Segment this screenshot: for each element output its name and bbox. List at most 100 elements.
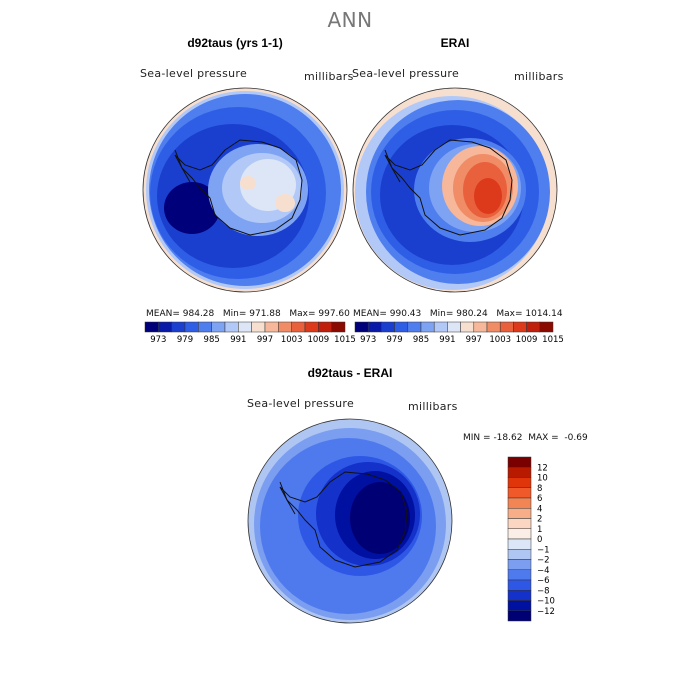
colorbar1-swatch xyxy=(184,321,199,333)
map2-peninsula xyxy=(384,149,401,183)
panel2-title: ERAI xyxy=(440,36,470,50)
colorbar1-tick-label: 991 xyxy=(230,335,246,345)
colorbar2-swatch xyxy=(513,321,527,333)
colorbar3-swatch xyxy=(507,497,532,509)
colorbar2-tick-label: 1003 xyxy=(489,335,511,345)
panel3-max-prefix: MAX = xyxy=(528,433,559,443)
colorbar1-tick-label: 997 xyxy=(257,335,273,345)
colorbar3-tick-label: −2 xyxy=(537,556,550,566)
panel3-min-value: -18.62 xyxy=(493,433,523,443)
colorbar1-tick-label: 979 xyxy=(177,335,193,345)
panel2-units-label: millibars xyxy=(514,70,564,83)
map2-coastline xyxy=(384,139,513,236)
map-panel2 xyxy=(353,88,557,292)
colorbar1-swatch xyxy=(318,321,332,333)
map2-land-peak xyxy=(474,178,502,214)
colorbar1-swatch xyxy=(278,321,292,333)
map1-coastline xyxy=(174,139,303,236)
colorbar2-tick-label: 979 xyxy=(386,335,402,345)
panel1-max-prefix: Max= xyxy=(289,309,316,319)
colorbar2-swatch xyxy=(354,321,369,333)
colorbar2-tick-label: 991 xyxy=(439,335,455,345)
colorbar3-tick-label: 0 xyxy=(537,535,542,545)
colorbar1-tick-label: 1015 xyxy=(334,335,356,345)
colorbar2-swatch xyxy=(433,321,448,333)
map3-peninsula xyxy=(279,481,296,515)
panel2-mean-value: 990.43 xyxy=(389,309,422,319)
colorbar3-swatch xyxy=(507,559,532,570)
colorbar2-swatch xyxy=(539,321,554,333)
colorbar1-swatch xyxy=(211,321,226,333)
panel2-max-prefix: Max= xyxy=(496,309,523,319)
colorbar-panel1: 973 979 985 991 997 1003 1009 1015 xyxy=(144,321,356,345)
panel1-min-value: 971.88 xyxy=(249,309,281,319)
colorbar3-swatch xyxy=(507,590,532,601)
panel1-min-prefix: Min= xyxy=(222,309,247,319)
colorbar2-swatch xyxy=(407,321,422,333)
panel1-mean-value: 984.28 xyxy=(182,309,215,319)
colorbar3-tick-label: 12 xyxy=(537,463,548,473)
colorbar1-swatch xyxy=(171,321,186,333)
panel1-variable-label: Sea-level pressure xyxy=(140,67,248,80)
map1-land-peak2 xyxy=(275,194,295,212)
panel1-max-value: 997.60 xyxy=(318,309,350,319)
colorbar3-swatch xyxy=(507,569,532,581)
colorbar1-tick-label: 1003 xyxy=(281,335,303,345)
colorbar3-swatch xyxy=(507,538,532,550)
colorbar2-swatch xyxy=(486,321,501,333)
colorbar-panel2: 973 979 985 991 997 1003 1009 1015 xyxy=(354,321,564,345)
colorbar2-swatch xyxy=(526,321,541,333)
colorbar2-tick-label: 973 xyxy=(360,335,376,345)
colorbar1-swatch xyxy=(224,321,239,333)
colorbar2-swatch xyxy=(499,321,514,333)
panel3-variable-label: Sea-level pressure xyxy=(247,397,355,410)
colorbar3-swatch xyxy=(507,528,532,540)
map-panel1 xyxy=(143,88,347,292)
colorbar1-swatch xyxy=(144,321,159,333)
map3-min-center xyxy=(350,482,410,554)
map3-border xyxy=(247,418,453,624)
panel1-stats: MEAN= 984.28 Min= 971.88 Max= 997.60 xyxy=(146,309,350,319)
colorbar3-tick-label: −8 xyxy=(537,586,550,596)
colorbar2-tick-label: 997 xyxy=(466,335,482,345)
colorbar2-swatch xyxy=(367,321,382,333)
colorbar3-swatch xyxy=(507,456,532,468)
panel2-stats: MEAN= 990.43 Min= 980.24 Max= 1014.14 xyxy=(353,309,563,319)
colorbar3-tick-label: 6 xyxy=(537,494,542,504)
colorbar1-swatch xyxy=(304,321,319,333)
colorbar3-tick-label: 2 xyxy=(537,515,542,525)
colorbar2-tick-label: 1009 xyxy=(516,335,538,345)
colorbar1-tick-label: 973 xyxy=(150,335,166,345)
panel3-stats: MIN = -18.62 MAX = -0.69 xyxy=(463,433,588,443)
colorbar2-swatch xyxy=(420,321,435,333)
panel2-variable-label: Sea-level pressure xyxy=(352,67,460,80)
colorbar1-swatch xyxy=(198,321,212,333)
colorbar3-tick-label: 4 xyxy=(537,504,542,514)
figure-title: ANN xyxy=(327,8,373,32)
colorbar2-swatch xyxy=(447,321,461,333)
colorbar1-tick-label: 985 xyxy=(204,335,220,345)
colorbar2-swatch xyxy=(381,321,395,333)
colorbar3-tick-label: 8 xyxy=(537,484,542,494)
panel1-mean-prefix: MEAN= xyxy=(146,309,180,319)
map2-border xyxy=(352,87,558,293)
panel2-min-value: 980.24 xyxy=(456,309,488,319)
colorbar3-tick-label: −1 xyxy=(537,545,550,555)
map1-border xyxy=(142,87,348,293)
colorbar2-tick-label: 985 xyxy=(413,335,429,345)
map1-low-center xyxy=(164,182,220,234)
colorbar3-tick-label: 10 xyxy=(537,474,548,484)
panel3-units-label: millibars xyxy=(408,400,458,413)
colorbar3-swatch xyxy=(507,610,532,622)
colorbar3-tick-label: −6 xyxy=(537,576,550,586)
colorbar1-swatch xyxy=(291,321,306,333)
colorbar2-swatch xyxy=(473,321,488,333)
panel2-mean-prefix: MEAN= xyxy=(353,309,387,319)
colorbar3-swatch xyxy=(507,508,532,519)
panel2-max-value: 1014.14 xyxy=(525,309,563,319)
panel3-min-prefix: MIN = xyxy=(463,433,491,443)
map-panel3 xyxy=(248,419,452,623)
map3-coastline xyxy=(279,471,408,568)
